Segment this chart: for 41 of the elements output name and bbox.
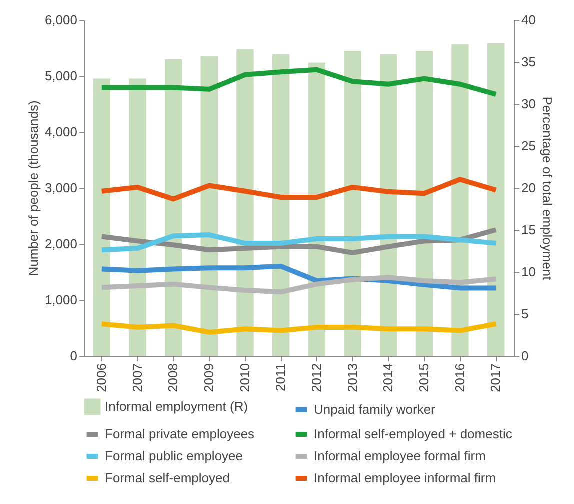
y2-tick-label: 20 bbox=[522, 180, 536, 196]
y-tick-label: 5,000 bbox=[44, 68, 78, 84]
y-tick-label: 2,000 bbox=[44, 236, 78, 252]
x-tick-label: 2016 bbox=[452, 364, 468, 392]
y2-tick-label: 25 bbox=[522, 138, 536, 154]
y2-tick-label: 10 bbox=[522, 264, 536, 280]
x-tick-label: 2017 bbox=[488, 364, 504, 392]
x-tick-label: 2013 bbox=[344, 364, 360, 392]
legend-label: Formal public employee bbox=[105, 448, 244, 464]
y2-tick-label: 40 bbox=[522, 12, 536, 28]
y2-tick-label: 30 bbox=[522, 96, 536, 112]
bar bbox=[487, 44, 505, 356]
y-tick-label: 0 bbox=[70, 348, 78, 364]
legend-label: Informal employee informal firm bbox=[314, 470, 496, 486]
y-tick-label: 6,000 bbox=[44, 12, 78, 28]
y2-tick-label: 5 bbox=[522, 306, 529, 322]
x-tick-label: 2015 bbox=[416, 364, 432, 392]
x-tick-label: 2014 bbox=[380, 364, 396, 392]
x-tick-label: 2011 bbox=[273, 364, 288, 392]
x-tick-label: 2007 bbox=[130, 364, 145, 392]
x-tick-label: 2010 bbox=[237, 364, 252, 392]
y-tick-label: 1,000 bbox=[44, 292, 78, 308]
y2-axis-title: Percentage of total employment bbox=[540, 96, 555, 281]
legend-label: Informal employee formal firm bbox=[314, 448, 486, 464]
legend-label: Unpaid family worker bbox=[314, 402, 436, 417]
legend-label: Informal self-employed + domestic bbox=[314, 426, 513, 442]
x-tick-label: 2009 bbox=[201, 364, 216, 392]
bar bbox=[344, 51, 362, 356]
y2-tick-label: 0 bbox=[522, 348, 529, 364]
y2-tick-label: 15 bbox=[522, 222, 536, 238]
legend-label: Formal private employees bbox=[105, 426, 256, 442]
legend-label: Formal self-employed bbox=[105, 470, 230, 486]
bar bbox=[93, 78, 111, 356]
y-tick-label: 3,000 bbox=[44, 180, 78, 196]
x-tick-label: 2006 bbox=[94, 364, 109, 392]
x-tick-label: 2008 bbox=[166, 364, 181, 392]
x-tick-label: 2012 bbox=[308, 364, 324, 392]
y-tick-label: 4,000 bbox=[44, 124, 78, 140]
y2-tick-label: 35 bbox=[522, 54, 536, 70]
legend-label: Informal employment (R) bbox=[105, 398, 248, 414]
y-axis-title: Number of people (thousands) bbox=[26, 100, 41, 276]
